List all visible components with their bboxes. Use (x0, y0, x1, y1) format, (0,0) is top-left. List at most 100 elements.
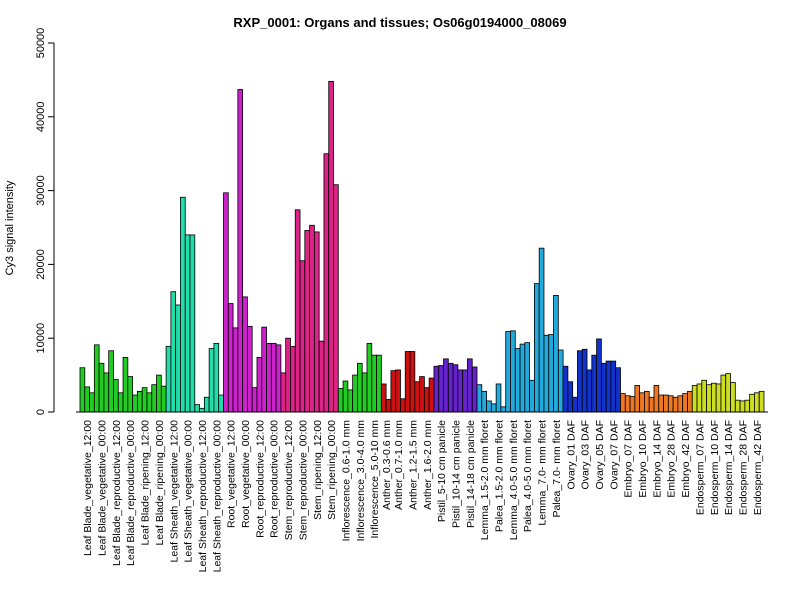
bar (490, 403, 497, 413)
x-category-label: Endosperm_28 DAF (737, 420, 749, 515)
chart-title: RXP_0001: Organs and tissues; Os06g01940… (233, 15, 566, 30)
bar (529, 379, 535, 413)
bar (447, 362, 454, 413)
x-category-label: Ovary_03 DAF (580, 420, 592, 489)
x-category-label: Leaf Sheath_reproductive_12:00 (197, 420, 209, 573)
x-category-label: Embryo_42 DAF (680, 420, 692, 498)
bar (247, 325, 253, 413)
bar (696, 383, 703, 413)
bar (710, 382, 717, 413)
x-category-label: Leaf Sheath_reproductive_00:00 (211, 420, 223, 573)
bar (677, 395, 684, 413)
bar (160, 385, 167, 413)
x-category-label: Ovary_05 DAF (594, 420, 606, 489)
bar (629, 396, 636, 413)
x-category-label: Anther_1.2-1.5 mm (407, 420, 419, 510)
bar (98, 362, 105, 413)
bar (136, 390, 143, 413)
bar (562, 365, 569, 413)
bar (524, 342, 531, 413)
x-category-label: Stem_reproductive_00:00 (297, 420, 309, 540)
bar (146, 392, 153, 413)
bar (237, 89, 244, 413)
bar (261, 326, 267, 413)
bar (337, 387, 344, 413)
bar (538, 247, 545, 413)
bar (385, 399, 392, 413)
bar (567, 381, 574, 413)
bar (423, 387, 430, 413)
bar (534, 283, 540, 413)
bar (122, 356, 129, 413)
bar (586, 369, 593, 413)
x-category-label: Lemma_1.5-2.0 mm floret (479, 420, 491, 540)
bar (132, 394, 138, 413)
x-category-label: Endosperm_14 DAF (723, 420, 735, 515)
x-category-label: Leaf Blade_ripening_12:00 (140, 420, 152, 546)
x-category-label: Leaf Blade_ripening_00:00 (154, 420, 166, 546)
bar (242, 296, 248, 413)
bar (658, 394, 664, 413)
bar (548, 334, 554, 413)
x-category-label: Pistil_14-18 cm panicle (465, 420, 477, 528)
bar (151, 384, 157, 413)
bar (208, 348, 215, 413)
x-category-label: Root_reproductive_00:00 (269, 420, 281, 538)
x-category-label: Leaf Blade_reproductive_00:00 (125, 420, 137, 566)
bar (438, 365, 444, 413)
bar (313, 231, 320, 413)
bar (380, 383, 387, 413)
bar (739, 400, 746, 413)
bar (706, 384, 712, 413)
bar (514, 348, 521, 413)
bar (232, 327, 239, 413)
x-category-label: Embryo_14 DAF (651, 420, 663, 498)
bar (184, 234, 191, 413)
y-tick-label: 20000 (35, 249, 47, 280)
bar (275, 344, 282, 413)
bar (290, 345, 296, 413)
bar (251, 387, 258, 413)
bar (543, 334, 550, 413)
x-category-label: Inflorescence_3.0-4.0 mm (355, 420, 367, 542)
bar (457, 369, 464, 413)
bar (615, 367, 621, 413)
y-axis: 0 10000 20000 30000 40000 50000 (35, 28, 55, 415)
x-category-label: Embryo_28 DAF (666, 420, 678, 498)
x-category-label: Leaf Blade_vegetative_00:00 (97, 420, 109, 556)
bar (108, 350, 114, 413)
bar (648, 396, 655, 413)
bar (682, 393, 688, 413)
bar (428, 377, 435, 413)
bar (725, 373, 731, 413)
y-tick-label: 50000 (35, 28, 47, 59)
y-axis-label: Cy3 signal intensity (4, 180, 16, 275)
bar (443, 358, 449, 413)
bar (744, 399, 751, 413)
bar (117, 392, 124, 413)
bar (333, 184, 339, 413)
bar (371, 354, 377, 413)
bar (323, 153, 330, 413)
bar (758, 390, 765, 413)
bar (730, 382, 736, 413)
bar (366, 342, 373, 413)
y-tick-label: 0 (35, 409, 47, 415)
x-category-label: Embryo_07 DAF (623, 420, 635, 498)
bar (572, 396, 578, 413)
bar (634, 385, 641, 413)
bar (285, 337, 291, 413)
x-category-label: Lemma_7.0- mm floret (537, 420, 549, 526)
bar (347, 389, 354, 413)
bar (600, 362, 607, 413)
bar (376, 354, 382, 413)
bar (701, 379, 708, 413)
x-category-label: Leaf Blade_vegetative_12:00 (82, 420, 94, 556)
bar (361, 372, 368, 413)
bar (266, 342, 272, 413)
bar (433, 365, 440, 413)
bar (103, 372, 110, 413)
bar (256, 356, 263, 413)
bar (486, 400, 492, 413)
